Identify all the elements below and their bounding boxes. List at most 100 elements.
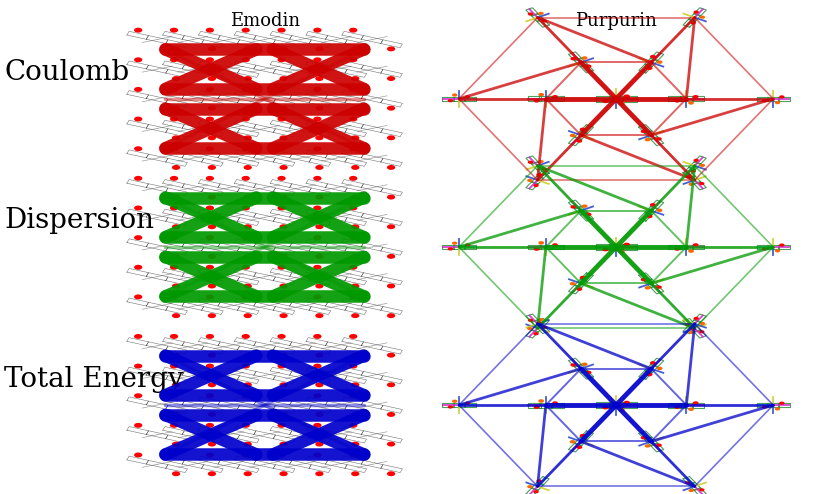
- Circle shape: [694, 10, 699, 14]
- Circle shape: [351, 76, 360, 81]
- Circle shape: [447, 247, 453, 250]
- Circle shape: [349, 176, 357, 181]
- Circle shape: [691, 328, 696, 331]
- Circle shape: [206, 176, 214, 181]
- Circle shape: [580, 276, 586, 279]
- Circle shape: [552, 401, 558, 405]
- Circle shape: [647, 215, 653, 218]
- Circle shape: [170, 334, 178, 339]
- Circle shape: [528, 161, 533, 164]
- Circle shape: [351, 254, 360, 259]
- Circle shape: [552, 243, 558, 247]
- Circle shape: [208, 46, 216, 51]
- Circle shape: [387, 471, 395, 476]
- Circle shape: [206, 28, 214, 33]
- Circle shape: [685, 481, 691, 485]
- Circle shape: [349, 294, 357, 299]
- Circle shape: [351, 442, 360, 447]
- Circle shape: [351, 224, 360, 229]
- Circle shape: [452, 400, 457, 403]
- Circle shape: [277, 146, 285, 151]
- Circle shape: [244, 254, 252, 259]
- Circle shape: [134, 423, 142, 428]
- Circle shape: [387, 76, 395, 81]
- Circle shape: [762, 99, 767, 102]
- Circle shape: [580, 434, 586, 437]
- Circle shape: [170, 28, 178, 33]
- Circle shape: [208, 195, 216, 200]
- Circle shape: [586, 370, 591, 374]
- Circle shape: [313, 176, 322, 181]
- Circle shape: [689, 489, 694, 492]
- Circle shape: [170, 117, 178, 122]
- Circle shape: [351, 195, 360, 200]
- Circle shape: [581, 205, 587, 208]
- Circle shape: [280, 224, 288, 229]
- Circle shape: [315, 313, 323, 318]
- Circle shape: [641, 278, 647, 282]
- Circle shape: [170, 364, 178, 369]
- Circle shape: [280, 471, 288, 476]
- Circle shape: [244, 353, 252, 358]
- Circle shape: [351, 353, 360, 358]
- Circle shape: [170, 87, 178, 92]
- Circle shape: [315, 224, 323, 229]
- Circle shape: [618, 102, 624, 106]
- Circle shape: [465, 402, 471, 405]
- Circle shape: [650, 55, 656, 58]
- Circle shape: [542, 326, 547, 329]
- Circle shape: [172, 46, 180, 51]
- Circle shape: [244, 313, 252, 318]
- Circle shape: [387, 284, 395, 288]
- Circle shape: [206, 117, 214, 122]
- Circle shape: [465, 244, 471, 247]
- Circle shape: [351, 106, 360, 111]
- Circle shape: [172, 106, 180, 111]
- Circle shape: [172, 165, 180, 170]
- Circle shape: [538, 93, 544, 96]
- Circle shape: [387, 254, 395, 259]
- Circle shape: [315, 135, 323, 140]
- Circle shape: [656, 286, 662, 289]
- Circle shape: [134, 334, 142, 339]
- Circle shape: [172, 442, 180, 447]
- Circle shape: [576, 446, 582, 449]
- Circle shape: [277, 423, 285, 428]
- Circle shape: [277, 453, 285, 457]
- Circle shape: [241, 423, 250, 428]
- Circle shape: [208, 442, 216, 447]
- Circle shape: [277, 87, 285, 92]
- Circle shape: [349, 206, 357, 210]
- Circle shape: [277, 334, 285, 339]
- Circle shape: [693, 243, 699, 247]
- Circle shape: [571, 205, 576, 208]
- Circle shape: [657, 208, 662, 212]
- Circle shape: [208, 382, 216, 387]
- Circle shape: [624, 243, 630, 247]
- Circle shape: [206, 334, 214, 339]
- Circle shape: [315, 442, 323, 447]
- Circle shape: [351, 313, 360, 318]
- Circle shape: [241, 265, 250, 270]
- Circle shape: [647, 67, 653, 70]
- Circle shape: [313, 423, 322, 428]
- Circle shape: [650, 361, 656, 365]
- Circle shape: [244, 46, 252, 51]
- Circle shape: [688, 408, 694, 411]
- Circle shape: [280, 382, 288, 387]
- Circle shape: [641, 130, 647, 133]
- Circle shape: [538, 318, 543, 321]
- Circle shape: [280, 106, 288, 111]
- Circle shape: [315, 76, 323, 81]
- Circle shape: [779, 95, 785, 98]
- Circle shape: [315, 471, 323, 476]
- Circle shape: [172, 412, 180, 417]
- Circle shape: [170, 294, 178, 299]
- Circle shape: [694, 317, 699, 320]
- Circle shape: [277, 235, 285, 240]
- Circle shape: [452, 242, 457, 245]
- Circle shape: [351, 471, 360, 476]
- Circle shape: [775, 408, 780, 411]
- Circle shape: [691, 21, 696, 25]
- Circle shape: [581, 363, 587, 366]
